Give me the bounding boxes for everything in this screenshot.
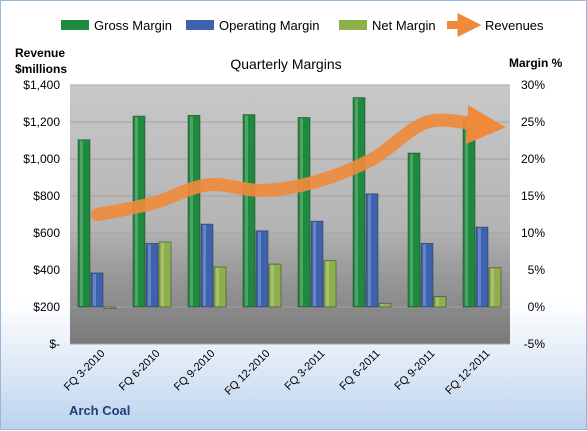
bar-highlight-net-margin-0 (106, 308, 109, 309)
bar-highlight-operating-margin-6 (423, 244, 426, 306)
left-axis-ticks: $- $200 $400 $600 $800 $1,000 $1,200 $1,400 (23, 78, 60, 351)
left-tick-label-0: $- (49, 337, 60, 351)
bar-gross-margin-5 (352, 97, 366, 308)
bar-gross-margin-4 (297, 117, 311, 308)
bar-highlight-net-margin-5 (381, 304, 384, 306)
bar-highlight-gross-margin-5 (355, 98, 358, 306)
category-label-2: FQ 9-2010 (172, 348, 218, 394)
bar-operating-margin-1 (145, 242, 159, 308)
bar-highlight-gross-margin-0 (80, 140, 83, 306)
right-tick-label-5: 20% (521, 152, 545, 166)
bar-operating-margin-6 (420, 242, 434, 308)
legend-label-revenues: Revenues (485, 18, 544, 33)
legend: Gross Margin Operating Margin Net Margin… (61, 13, 544, 37)
bar-highlight-operating-margin-2 (203, 225, 206, 306)
right-tick-label-7: 30% (521, 78, 545, 92)
bar-highlight-gross-margin-6 (410, 154, 413, 306)
right-tick-label-3: 10% (521, 226, 545, 240)
bar-gross-margin-2 (187, 114, 201, 308)
right-tick-label-6: 25% (521, 115, 545, 129)
bar-highlight-gross-margin-4 (300, 118, 303, 306)
legend-item-revenues: Revenues (447, 13, 544, 37)
bar-net-margin-0 (103, 306, 117, 309)
company-label: Arch Coal (69, 403, 130, 418)
bar-gross-margin-0 (77, 139, 91, 308)
left-axis-title-line2: $millions (15, 62, 67, 76)
right-tick-label-2: 5% (528, 263, 546, 277)
chart-title: Quarterly Margins (230, 56, 341, 72)
bar-gross-margin-6 (407, 152, 421, 308)
legend-swatch-operating-margin (186, 20, 214, 30)
bar-highlight-gross-margin-3 (245, 115, 248, 306)
category-label-4: FQ 3-2011 (283, 348, 328, 393)
bar-gross-margin-3 (242, 114, 256, 308)
category-label-6: FQ 9-2011 (393, 348, 438, 393)
legend-label-operating-margin: Operating Margin (219, 18, 319, 33)
right-tick-label-0: -5% (524, 337, 546, 351)
bar-gross-margin-7 (462, 118, 476, 308)
category-label-7: FQ 12-2011 (443, 348, 492, 397)
bar-net-margin-1 (158, 241, 172, 308)
category-label-0: FQ 3-2010 (62, 348, 108, 394)
bar-highlight-operating-margin-0 (93, 273, 96, 306)
legend-label-net-margin: Net Margin (372, 18, 436, 33)
left-tick-label-3: $600 (33, 226, 60, 240)
left-tick-label-7: $1,400 (23, 78, 60, 92)
bar-operating-margin-7 (475, 226, 489, 308)
bar-highlight-gross-margin-2 (190, 116, 193, 306)
bar-highlight-net-margin-3 (271, 265, 274, 306)
bar-operating-margin-3 (255, 230, 269, 308)
bar-operating-margin-0 (90, 272, 104, 308)
category-label-3: FQ 12-2010 (223, 348, 273, 398)
category-labels: FQ 3-2010 FQ 6-2010 FQ 9-2010 FQ 12-2010 FQ … (62, 348, 493, 398)
bar-highlight-net-margin-6 (436, 297, 439, 306)
left-tick-label-5: $1,000 (23, 152, 60, 166)
bar-highlight-net-margin-7 (491, 268, 494, 306)
legend-swatch-gross-margin (61, 20, 89, 30)
category-label-1: FQ 6-2010 (117, 348, 163, 394)
legend-item-net-margin: Net Margin (339, 18, 436, 33)
legend-label-gross-margin: Gross Margin (94, 18, 172, 33)
bar-net-margin-5 (378, 302, 392, 308)
revenue-line-group (91, 105, 506, 221)
bar-highlight-operating-margin-3 (258, 231, 261, 306)
category-label-5: FQ 6-2011 (338, 348, 383, 393)
legend-item-gross-margin: Gross Margin (61, 18, 172, 33)
bar-highlight-gross-margin-7 (465, 120, 468, 306)
bar-highlight-net-margin-2 (216, 268, 219, 306)
right-axis-title: Margin % (509, 56, 563, 70)
left-tick-label-4: $800 (33, 189, 60, 203)
bar-net-margin-6 (433, 296, 447, 308)
bar-operating-margin-4 (310, 220, 324, 308)
bar-highlight-operating-margin-1 (148, 244, 151, 306)
bar-highlight-operating-margin-4 (313, 222, 316, 306)
bar-highlight-operating-margin-5 (368, 194, 371, 306)
left-tick-label-2: $400 (33, 263, 60, 277)
right-axis-ticks: -5% 0% 5% 10% 15% 20% 25% 30% (521, 78, 545, 351)
bar-highlight-net-margin-4 (326, 261, 329, 306)
bar-operating-margin-2 (200, 223, 214, 308)
bar-operating-margin-5 (365, 193, 379, 308)
bar-net-margin-3 (268, 263, 282, 308)
bar-net-margin-4 (323, 259, 337, 308)
bar-net-margin-7 (488, 267, 502, 308)
bar-net-margin-2 (213, 266, 227, 308)
legend-item-operating-margin: Operating Margin (186, 18, 319, 33)
legend-swatch-net-margin (339, 20, 367, 30)
right-tick-label-4: 15% (521, 189, 545, 203)
left-axis-title-line1: Revenue (15, 46, 65, 60)
bar-highlight-operating-margin-7 (478, 228, 481, 306)
right-tick-label-1: 0% (528, 300, 546, 314)
bar-highlight-net-margin-1 (161, 242, 164, 306)
left-tick-label-6: $1,200 (23, 115, 60, 129)
revenue-line (91, 105, 506, 221)
left-tick-label-1: $200 (33, 300, 60, 314)
